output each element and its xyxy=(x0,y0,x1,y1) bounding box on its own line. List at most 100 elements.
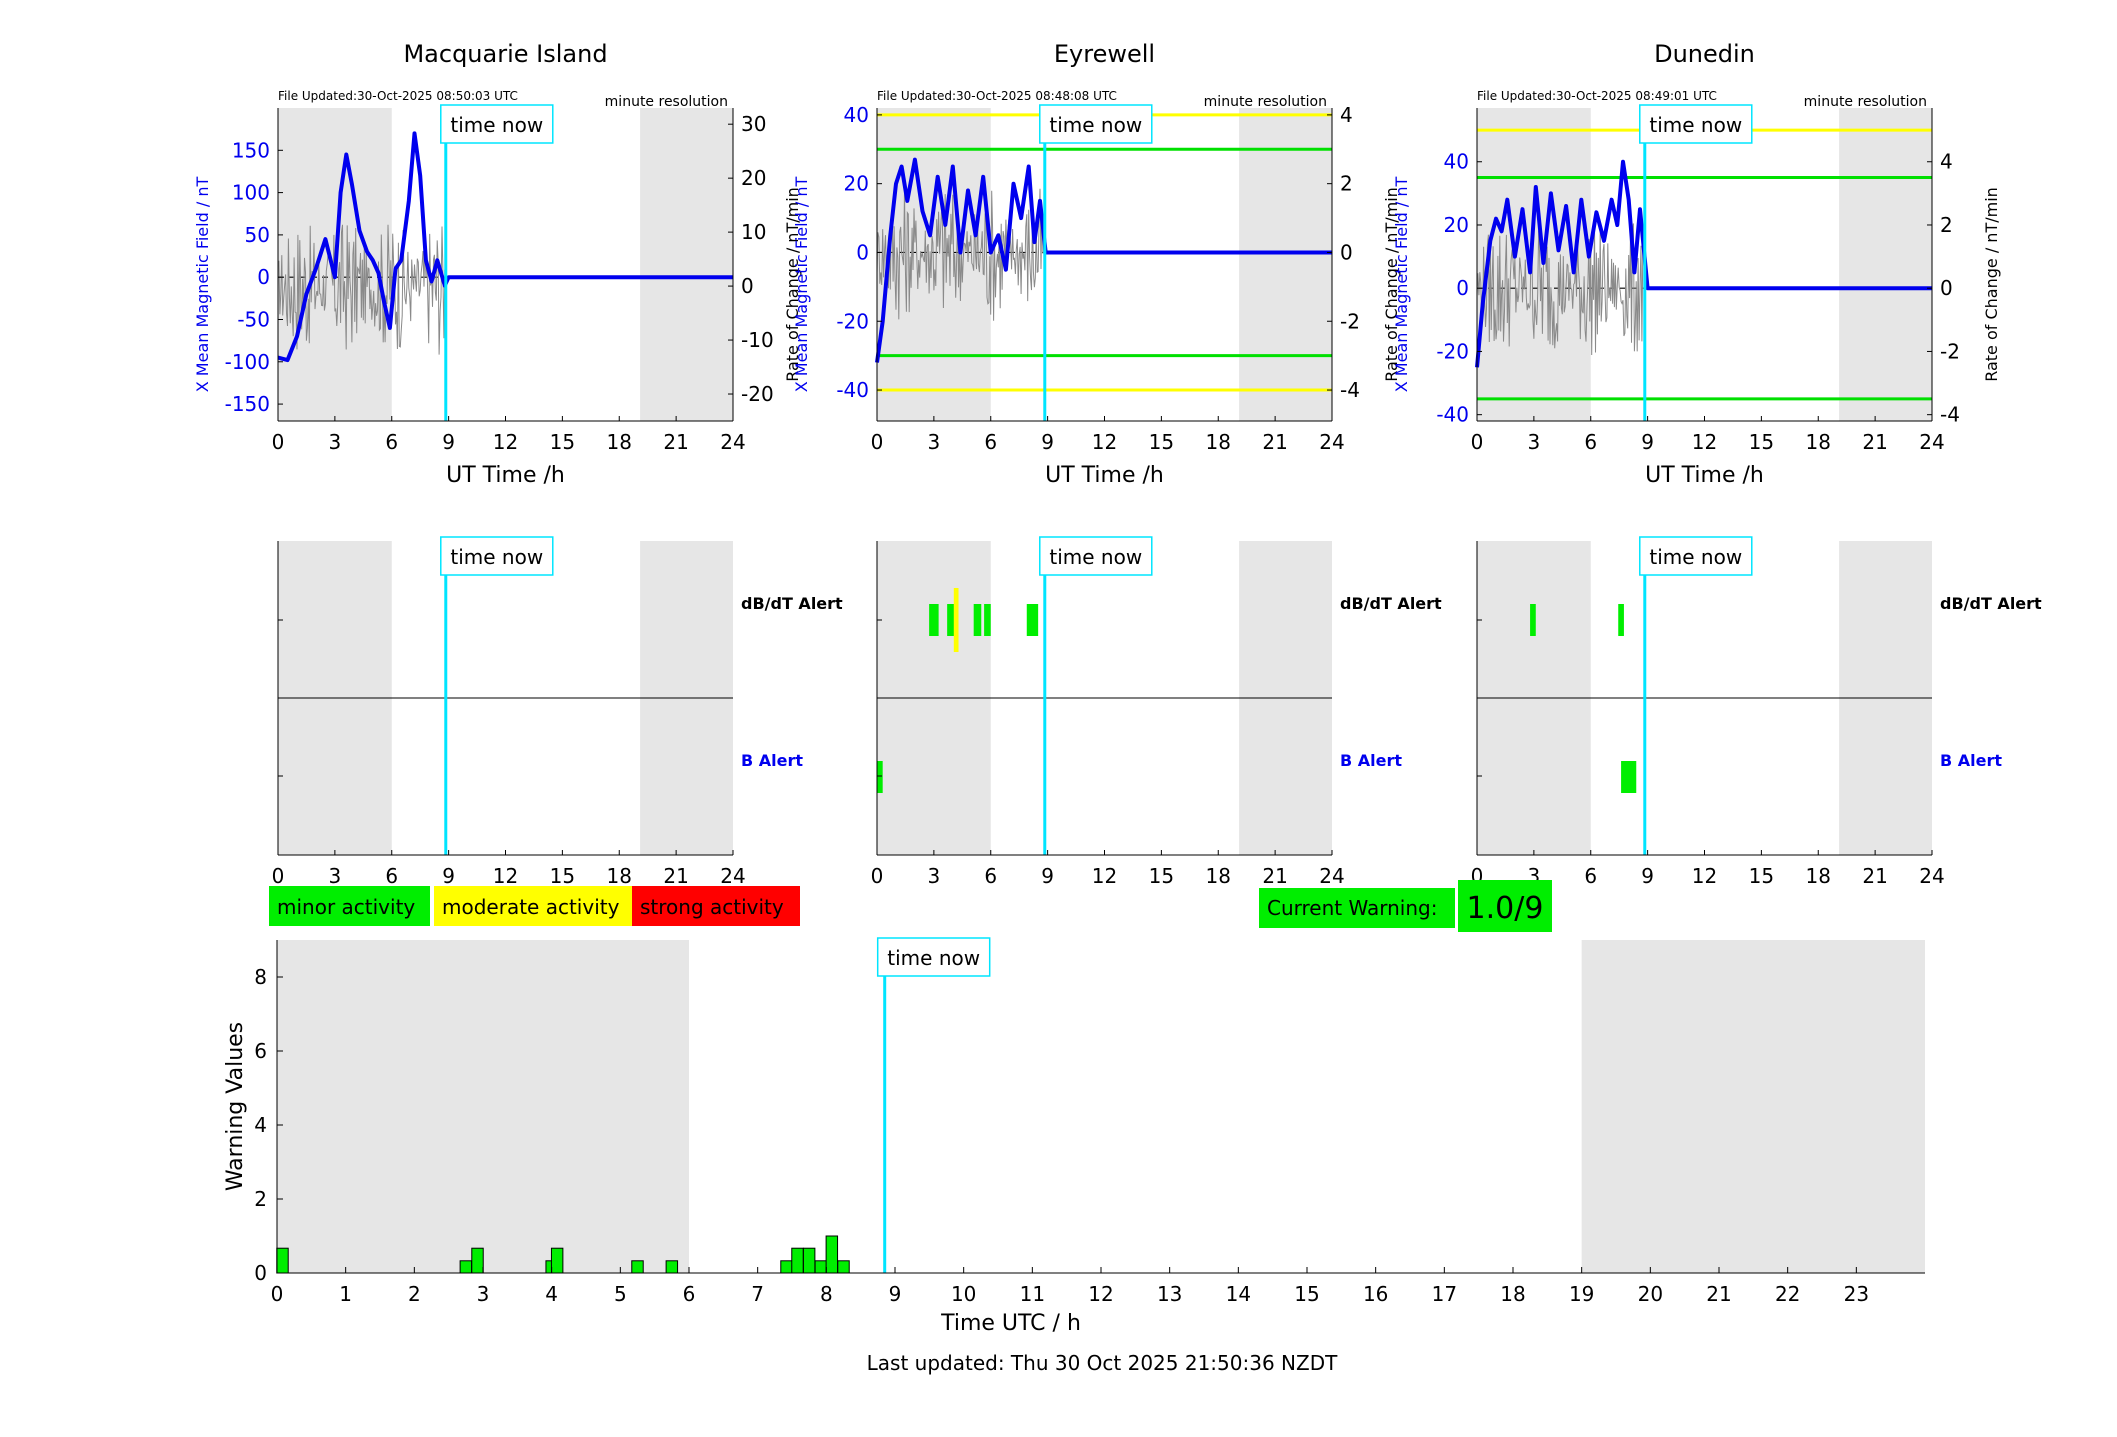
station-title: Dunedin xyxy=(1654,40,1755,68)
x-tick-label: 18 xyxy=(607,430,632,454)
x-tick-label: 9 xyxy=(889,1282,902,1306)
dbdt-alert-bar xyxy=(1530,604,1536,636)
x-tick-label: 8 xyxy=(820,1282,833,1306)
warning-bar xyxy=(802,1247,816,1274)
right-tick-label: 20 xyxy=(741,166,766,190)
time-now-label: time now xyxy=(1049,545,1142,569)
dbdt-alert-bar xyxy=(973,604,982,636)
warning-bar xyxy=(814,1260,828,1274)
legend-swatch-minor xyxy=(269,886,430,926)
x-tick-label: 13 xyxy=(1157,1282,1182,1306)
y-tick-label: 8 xyxy=(254,965,267,989)
dbdt-alert-bar xyxy=(1618,604,1624,636)
x-tick-label: 15 xyxy=(1294,1282,1319,1306)
night-shading xyxy=(877,108,991,421)
x-tick-label: 15 xyxy=(1149,864,1174,888)
x-tick-label: 19 xyxy=(1569,1282,1594,1306)
warning-bar xyxy=(825,1235,839,1274)
x-tick-label: 6 xyxy=(385,430,398,454)
x-tick-label: 18 xyxy=(1806,430,1831,454)
dbdt-alert-label: dB/dT Alert xyxy=(741,594,843,613)
right-axis-label: Rate of Change / nT/min xyxy=(1982,187,2001,382)
rate-of-change-series xyxy=(277,224,447,355)
left-axis-label: X Mean Magnetic Field / nT xyxy=(193,177,212,393)
left-tick-label: -20 xyxy=(836,309,869,333)
b-alert-bar xyxy=(877,761,883,793)
x-tick-label: 9 xyxy=(442,430,455,454)
right-tick-label: 4 xyxy=(1340,103,1353,127)
x-tick-label: 5 xyxy=(614,1282,627,1306)
left-tick-label: 0 xyxy=(1456,276,1469,300)
x-tick-label: 6 xyxy=(984,864,997,888)
night-shading xyxy=(1239,108,1332,421)
station-panel-eyrewell: Eyrewell File Updated:30-Oct-2025 08:48:0… xyxy=(792,40,1442,888)
last-updated-footer: Last updated: Thu 30 Oct 2025 21:50:36 N… xyxy=(867,1351,1338,1375)
b-alert-label: B Alert xyxy=(741,751,803,770)
station-title: Macquarie Island xyxy=(403,40,607,68)
x-tick-label: 6 xyxy=(385,864,398,888)
right-tick-label: -4 xyxy=(1940,403,1960,427)
resolution-label: minute resolution xyxy=(1804,94,1927,110)
time-now-box xyxy=(440,536,554,576)
x-tick-label: 12 xyxy=(1088,1282,1113,1306)
x-tick-label: 12 xyxy=(1092,864,1117,888)
x-tick-label: 21 xyxy=(1862,430,1887,454)
right-tick-label: -2 xyxy=(1940,339,1960,363)
current-warning-box xyxy=(1259,888,1455,928)
warning-bar xyxy=(837,1260,850,1274)
x-tick-label: 24 xyxy=(1319,430,1344,454)
time-now-label: time now xyxy=(1049,113,1142,137)
rate-of-change-series xyxy=(1476,223,1646,356)
night-shading xyxy=(277,940,689,1273)
y-axis-label: Warning Values xyxy=(223,1022,248,1191)
y-tick-label: 6 xyxy=(254,1039,267,1063)
x-tick-label: 9 xyxy=(1041,430,1054,454)
resolution-label: minute resolution xyxy=(1204,94,1327,110)
right-tick-label: -20 xyxy=(741,382,774,406)
left-tick-label: -50 xyxy=(237,307,270,331)
right-tick-label: 10 xyxy=(741,220,766,244)
x-tick-label: 6 xyxy=(1584,864,1597,888)
x-tick-label: 21 xyxy=(1262,864,1287,888)
left-axis-label: X Mean Magnetic Field / nT xyxy=(792,177,811,393)
time-now-box xyxy=(1639,536,1753,576)
time-now-label: time now xyxy=(1649,113,1742,137)
x-tick-label: 9 xyxy=(1041,864,1054,888)
time-now-box xyxy=(876,937,991,977)
station-title: Eyrewell xyxy=(1054,40,1155,68)
time-now-label: time now xyxy=(450,113,543,137)
x-tick-label: 18 xyxy=(607,864,632,888)
dbdt-alert-bar xyxy=(929,604,939,636)
x-tick-label: 3 xyxy=(928,864,941,888)
x-tick-label: 21 xyxy=(1862,864,1887,888)
x-tick-label: 12 xyxy=(1692,430,1717,454)
time-now-box xyxy=(1039,536,1153,576)
left-tick-label: 50 xyxy=(245,223,270,247)
right-axis-label: Rate of Change / nT/min xyxy=(1382,187,1401,382)
x-tick-label: 17 xyxy=(1432,1282,1457,1306)
warning-bar xyxy=(791,1247,804,1274)
left-tick-label: 0 xyxy=(257,265,270,289)
left-tick-label: -40 xyxy=(836,378,869,402)
right-tick-label: 0 xyxy=(1940,276,1953,300)
right-tick-label: 0 xyxy=(741,274,754,298)
x-tick-label: 16 xyxy=(1363,1282,1388,1306)
station-panel-macquarie: Macquarie Island File Updated:30-Oct-2025… xyxy=(193,40,843,888)
x-tick-label: 24 xyxy=(720,864,745,888)
x-tick-label: 0 xyxy=(871,430,884,454)
file-updated-label: File Updated:30-Oct-2025 08:49:01 UTC xyxy=(1477,89,1717,103)
x-tick-label: 4 xyxy=(545,1282,558,1306)
x-tick-label: 9 xyxy=(1641,430,1654,454)
activity-legend: minor activity moderate activity strong ac… xyxy=(269,880,1552,932)
dbdt-alert-bar xyxy=(984,604,991,636)
x-tick-label: 21 xyxy=(1262,430,1287,454)
x-axis-label: UT Time /h xyxy=(1645,463,1764,488)
left-axis-label: X Mean Magnetic Field / nT xyxy=(1392,177,1411,393)
x-field-series xyxy=(875,157,1332,363)
x-tick-label: 21 xyxy=(1706,1282,1731,1306)
rate-of-change-series xyxy=(876,188,1046,321)
right-tick-label: -10 xyxy=(741,328,774,352)
b-alert-label: B Alert xyxy=(1940,751,2002,770)
file-updated-label: File Updated:30-Oct-2025 08:50:03 UTC xyxy=(278,89,518,103)
